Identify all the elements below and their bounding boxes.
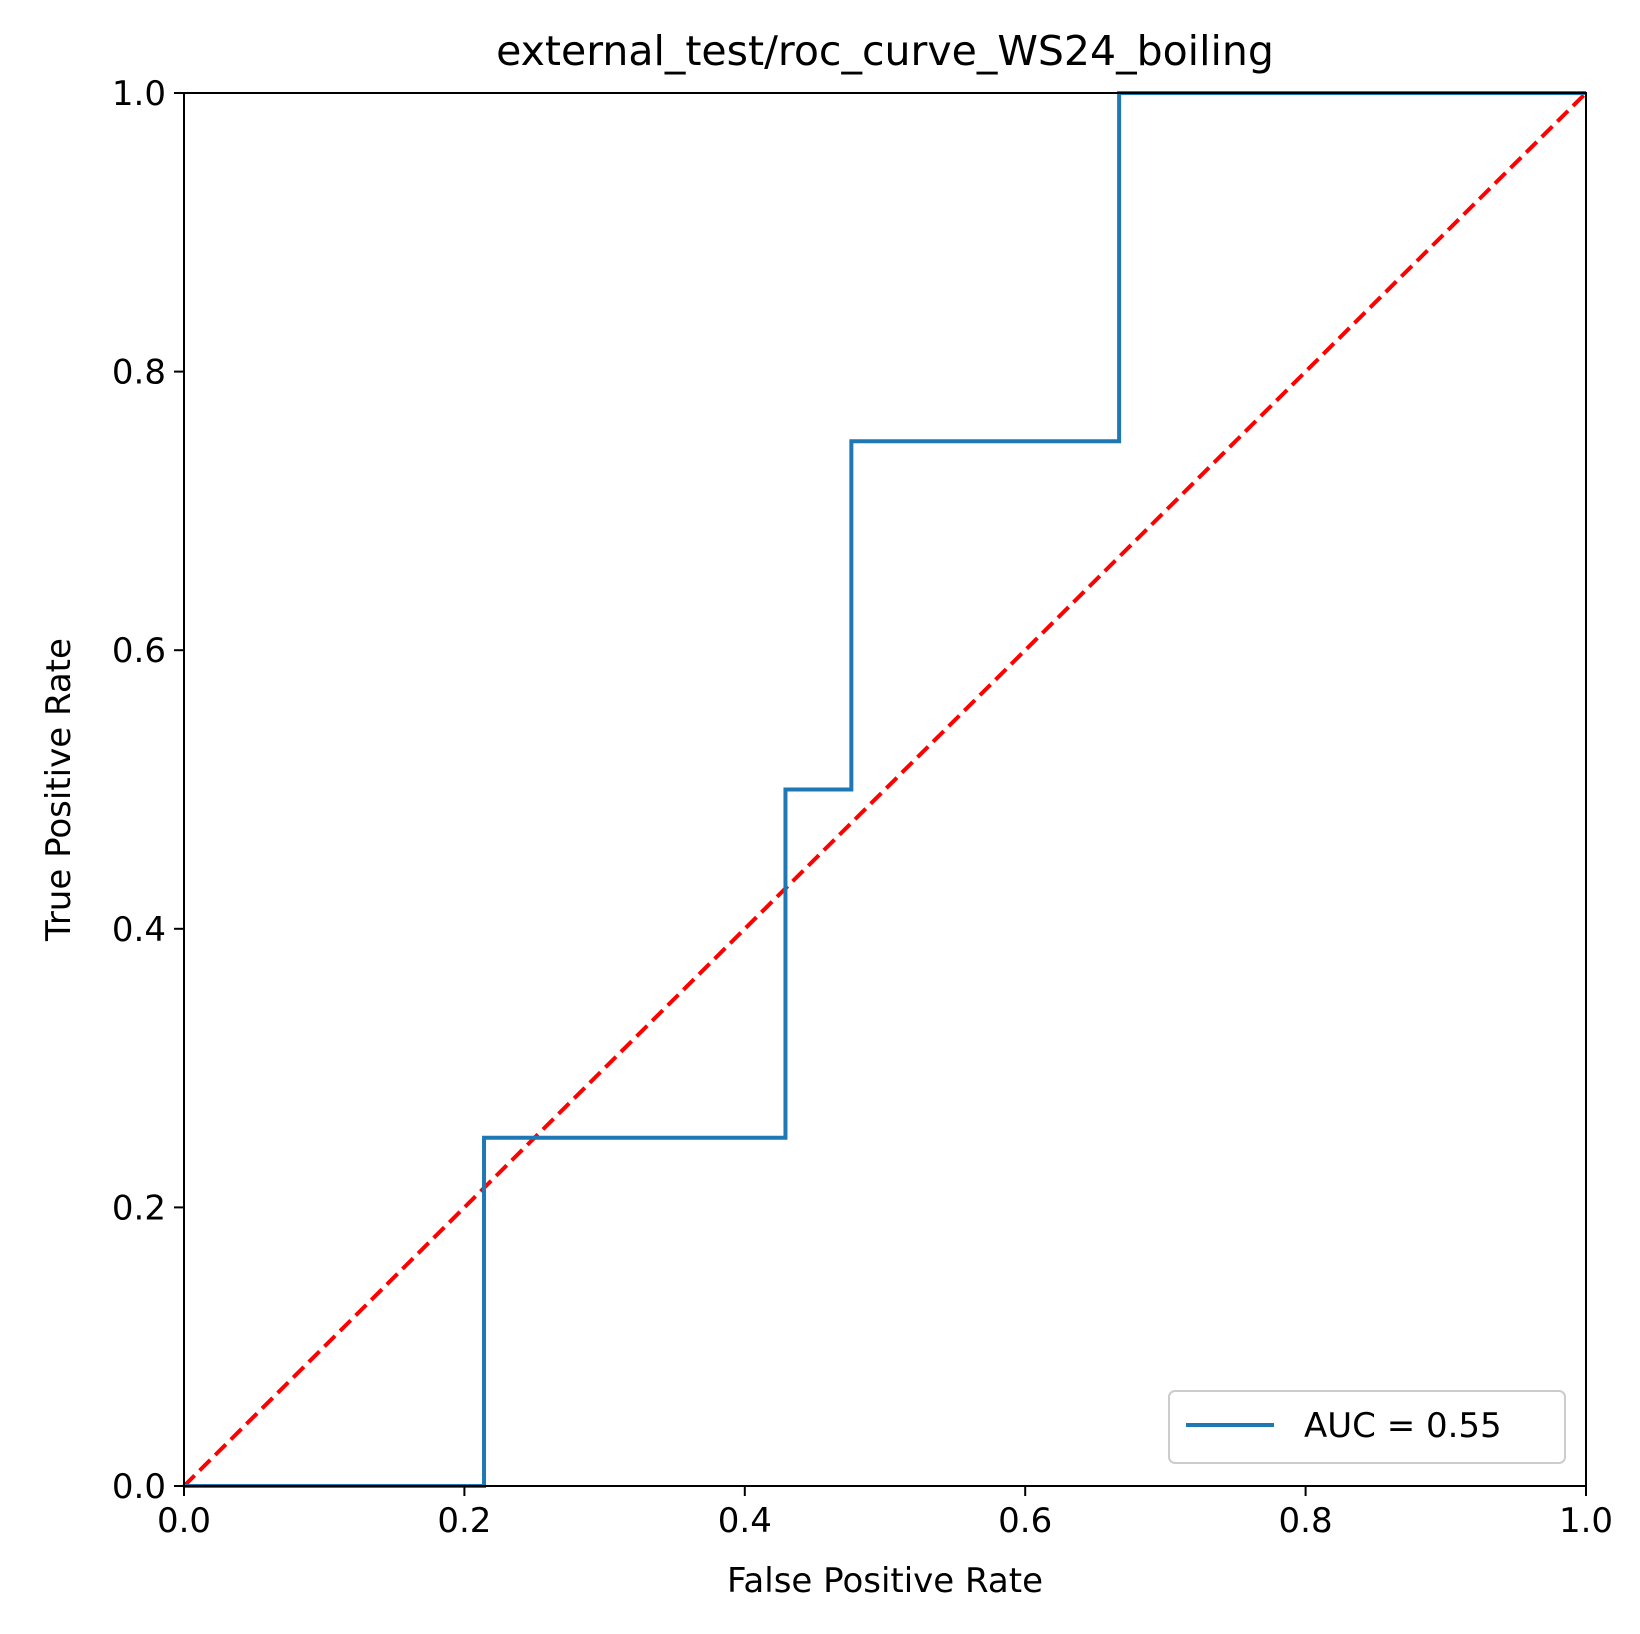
y-axis-label: True Positive Rate — [39, 638, 79, 942]
roc-curve-line — [184, 91, 1586, 1488]
x-tick-label: 1.0 — [1559, 1501, 1613, 1541]
plot-area — [182, 91, 1588, 1488]
y-tick-label: 0.2 — [112, 1188, 166, 1228]
axes-frame — [183, 92, 1587, 1487]
y-tick-label: 0.8 — [112, 353, 166, 393]
y-tick-label: 0.6 — [112, 631, 166, 671]
y-tick-label: 0.0 — [112, 1467, 166, 1507]
legend: AUC = 0.55 — [1168, 1390, 1566, 1464]
y-tick-label: 1.0 — [112, 74, 166, 114]
y-tick-label: 0.4 — [112, 910, 166, 950]
legend-label-auc: AUC = 0.55 — [1304, 1406, 1502, 1446]
x-tick-label: 0.4 — [718, 1501, 772, 1541]
x-tick-label: 0.6 — [998, 1501, 1052, 1541]
y-axis-ticks: 0.0 0.2 0.4 0.6 0.8 1.0 — [112, 74, 184, 1507]
x-tick-label: 0.0 — [157, 1501, 211, 1541]
chart-title: external_test/roc_curve_WS24_boiling — [496, 27, 1274, 75]
x-tick-label: 0.2 — [437, 1501, 491, 1541]
x-tick-label: 0.8 — [1279, 1501, 1333, 1541]
x-axis-ticks: 0.0 0.2 0.4 0.6 0.8 1.0 — [157, 1486, 1613, 1541]
legend-box — [1168, 1390, 1566, 1464]
x-axis-label: False Positive Rate — [727, 1561, 1043, 1601]
